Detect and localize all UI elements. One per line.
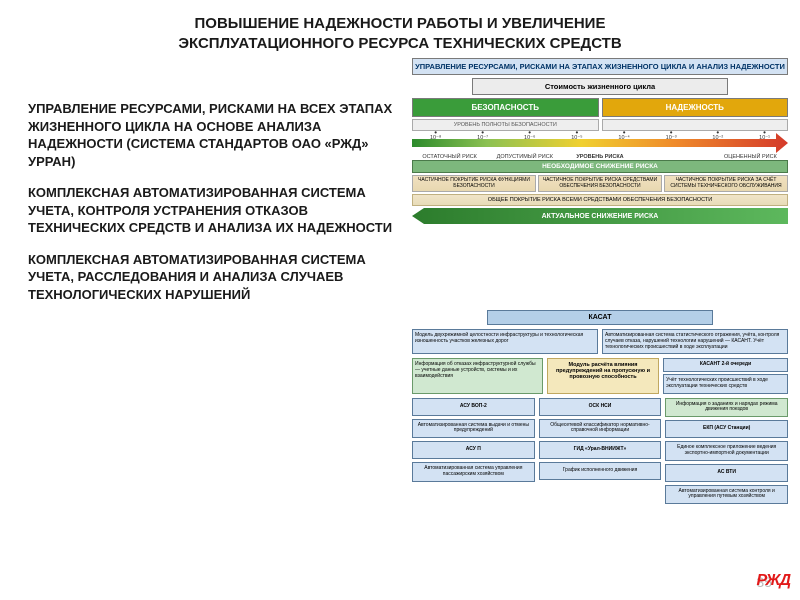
left-para-1: УПРАВЛЕНИЕ РЕСУРСАМИ, РИСКАМИ НА ВСЕХ ЭТ…: [28, 100, 408, 170]
bd-col-1: АСУ ВОП-2 Автоматизированная система выд…: [412, 398, 535, 505]
tick: 10⁻⁷: [477, 131, 488, 141]
td-trip-3: ЧАСТИЧНОЕ ПОКРЫТИЕ РИСКА ЗА СЧЁТ СИСТЕМЫ…: [664, 175, 788, 192]
bd-ekp-desc: Единое комплексное приложение ведения эк…: [665, 441, 788, 461]
risk-scale-container: 10⁻⁸ 10⁻⁷ 10⁻⁶ 10⁻⁵ 10⁻⁴ 10⁻³ 10⁻² 10⁻¹: [412, 133, 788, 153]
bd-module-box: Модуль расчёта влияния предупреждений на…: [547, 358, 659, 393]
kasat-system-diagram: КАСАТ Модель двухрежимной целостности ин…: [412, 310, 788, 504]
bd-kasant-box: Автоматизированная система статистическо…: [602, 329, 788, 354]
bd-gid-ural-desc: График исполненного движения: [539, 462, 662, 480]
tick: 10⁻²: [712, 131, 723, 141]
bd-asu-vop2-desc: Автоматизированная система выдачи и отме…: [412, 419, 535, 439]
risk-lifecycle-diagram: УПРАВЛЕНИЕ РЕСУРСАМИ, РИСКАМИ НА ЭТАПАХ …: [412, 58, 788, 224]
bd-kasant2-desc: Учёт технологических происшествий в ходе…: [663, 374, 788, 394]
slide-title: ПОВЫШЕНИЕ НАДЕЖНОСТИ РАБОТЫ И УВЕЛИЧЕНИЕ…: [0, 0, 800, 61]
bd-row2: Информация об отказах инфраструктурной с…: [412, 358, 788, 393]
tick: 10⁻⁴: [618, 131, 629, 141]
td-safety-level: УРОВЕНЬ ПОЛНОТЫ БЕЗОПАСНОСТИ: [412, 119, 599, 131]
tick: 10⁻⁵: [571, 131, 582, 141]
bd-col-3: Информация о заданиях и нарядах режима д…: [665, 398, 788, 505]
bd-osk-nsi: ОСК НСИ: [539, 398, 662, 416]
bd-asu-p-desc: Автоматизированная система управления па…: [412, 462, 535, 482]
td-subrow: УРОВЕНЬ ПОЛНОТЫ БЕЗОПАСНОСТИ: [412, 119, 788, 131]
risk-labels: ОСТАТОЧНЫЙ РИСК ДОПУСТИМЫЙ РИСК УРОВЕНЬ …: [412, 154, 788, 160]
left-para-2: КОМПЛЕКСНАЯ АВТОМАТИЗИРОВАННАЯ СИСТЕМА У…: [28, 184, 408, 237]
td-safety-box: БЕЗОПАСНОСТЬ: [412, 98, 599, 117]
td-cost-box: Стоимость жизненного цикла: [472, 78, 728, 95]
td-lifecycle-box: УПРАВЛЕНИЕ РЕСУРСАМИ, РИСКАМИ НА ЭТАПАХ …: [412, 58, 788, 75]
risk-label: УРОВЕНЬ РИСКА: [562, 154, 637, 160]
td-safety-reliability-row: БЕЗОПАСНОСТЬ НАДЕЖНОСТЬ: [412, 98, 788, 117]
risk-label: ДОПУСТИМЫЙ РИСК: [487, 154, 562, 160]
td-trip-2: ЧАСТИЧНОЕ ПОКРЫТИЕ РИСКА СРЕДСТВАМИ ОБЕС…: [538, 175, 662, 192]
tick: 10⁻⁸: [430, 131, 441, 141]
td-sub-empty: [602, 119, 789, 131]
td-triple-row: ЧАСТИЧНОЕ ПОКРЫТИЕ РИСКА ФУНКЦИЯМИ БЕЗОП…: [412, 175, 788, 192]
bd-info-tasks: Информация о заданиях и нарядах режима д…: [665, 398, 788, 418]
left-para-3: КОМПЛЕКСНАЯ АВТОМАТИЗИРОВАННАЯ СИСТЕМА У…: [28, 251, 408, 304]
left-text-block: УПРАВЛЕНИЕ РЕСУРСАМИ, РИСКАМИ НА ВСЕХ ЭТ…: [28, 100, 408, 317]
tick: 10⁻¹: [759, 131, 770, 141]
td-total-coverage: ОБЩЕЕ ПОКРЫТИЕ РИСКА ВСЕМИ СРЕДСТВАМИ ОБ…: [412, 194, 788, 206]
bd-col-2: ОСК НСИ Общесетевой классификатор нормат…: [539, 398, 662, 505]
bd-osk-nsi-desc: Общесетевой классификатор нормативно-спр…: [539, 419, 662, 439]
risk-label: ОЦЕНЕННЫЙ РИСК: [713, 154, 788, 160]
risk-ticks: 10⁻⁸ 10⁻⁷ 10⁻⁶ 10⁻⁵ 10⁻⁴ 10⁻³ 10⁻² 10⁻¹: [412, 131, 788, 141]
td-required-reduction: НЕОБХОДИМОЕ СНИЖЕНИЕ РИСКА: [412, 160, 788, 173]
bd-lower-grid: АСУ ВОП-2 Автоматизированная система выд…: [412, 398, 788, 505]
bd-row1: Модель двухрежимной целостности инфрастр…: [412, 329, 788, 354]
bd-asu-vop2: АСУ ВОП-2: [412, 398, 535, 416]
bd-model-box: Модель двухрежимной целостности инфрастр…: [412, 329, 598, 354]
td-reliability-box: НАДЕЖНОСТЬ: [602, 98, 789, 117]
bd-kasant2-title: КАСАНТ 2-й очереди: [663, 358, 788, 372]
title-line-1: ПОВЫШЕНИЕ НАДЕЖНОСТИ РАБОТЫ И УВЕЛИЧЕНИЕ: [40, 14, 760, 34]
tick: 10⁻⁶: [524, 131, 535, 141]
bd-as-vti: АС ВТИ: [665, 464, 788, 482]
td-trip-1: ЧАСТИЧНОЕ ПОКРЫТИЕ РИСКА ФУНКЦИЯМИ БЕЗОП…: [412, 175, 536, 192]
risk-label: ОСТАТОЧНЫЙ РИСК: [412, 154, 487, 160]
td-actual-reduction-arrow: АКТУАЛЬНОЕ СНИЖЕНИЕ РИСКА: [412, 208, 788, 224]
bd-gid-ural: ГИД «Урал-ВНИИЖТ»: [539, 441, 662, 459]
tick: 10⁻³: [666, 131, 677, 141]
bd-info-box: Информация об отказах инфраструктурной с…: [412, 358, 543, 393]
title-line-2: ЭКСПЛУАТАЦИОННОГО РЕСУРСА ТЕХНИЧЕСКИХ СР…: [40, 34, 760, 54]
bd-asu-p: АСУ П: [412, 441, 535, 459]
bd-ekp: ЕКП (АСУ Станции): [665, 420, 788, 438]
bd-kasant2-col: КАСАНТ 2-й очереди Учёт технологических …: [663, 358, 788, 393]
rzd-logo: РЖД: [757, 572, 790, 590]
risk-label: [638, 154, 713, 160]
bd-as-vti-desc: Автоматизированная система контроля и уп…: [665, 485, 788, 505]
bd-kasat-box: КАСАТ: [487, 310, 713, 325]
